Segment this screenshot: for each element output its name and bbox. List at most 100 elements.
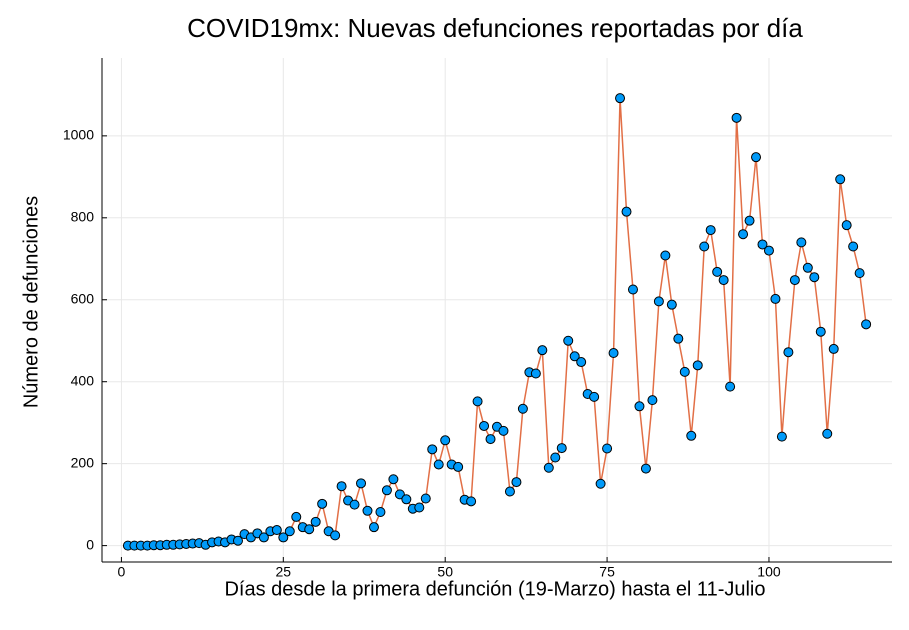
data-point [466, 496, 477, 507]
data-point [744, 215, 755, 226]
data-point [330, 530, 341, 541]
data-point [310, 516, 321, 527]
data-point [317, 498, 328, 509]
data-point [809, 272, 820, 283]
data-point [776, 431, 787, 442]
data-point [751, 152, 762, 163]
data-point [569, 351, 580, 362]
data-point [802, 262, 813, 273]
data-point [349, 499, 360, 510]
data-point [699, 241, 710, 252]
data-point [381, 485, 392, 496]
data-point [757, 239, 768, 250]
data-point [479, 420, 490, 431]
data-point [427, 444, 438, 455]
data-point [271, 525, 282, 536]
data-point [401, 494, 412, 505]
y-tick-label: 600 [71, 290, 95, 306]
data-point [679, 366, 690, 377]
data-point [543, 462, 554, 473]
data-point [595, 478, 606, 489]
data-point [725, 381, 736, 392]
data-point [258, 532, 269, 543]
series-line [127, 98, 867, 547]
data-point [485, 434, 496, 445]
data-point [420, 493, 431, 504]
data-point [738, 229, 749, 240]
data-point [660, 250, 671, 261]
data-point [712, 266, 723, 277]
data-point [232, 535, 243, 546]
data-point [304, 524, 315, 535]
data-point [796, 237, 807, 248]
data-point [362, 505, 373, 516]
data-point [388, 474, 399, 485]
data-point [848, 241, 859, 252]
data-point [472, 396, 483, 407]
data-point [640, 463, 651, 474]
y-tick-label: 400 [71, 372, 95, 388]
data-point [770, 293, 781, 304]
y-tick-label: 800 [71, 209, 95, 225]
data-point [861, 319, 872, 330]
data-point [414, 502, 425, 513]
x-tick-label: 0 [118, 564, 126, 580]
data-point [602, 443, 613, 454]
x-axis-label: Días desde la primera defunción (19-Marz… [224, 578, 765, 600]
data-point [278, 532, 289, 543]
data-point [530, 368, 541, 379]
y-axis-label: Número de defunciones [20, 196, 42, 408]
data-point [673, 333, 684, 344]
data-point [615, 93, 626, 104]
data-point [835, 174, 846, 185]
data-point [666, 299, 677, 310]
data-point [731, 112, 742, 123]
data-point [854, 268, 865, 279]
data-point [828, 343, 839, 354]
data-point [336, 481, 347, 492]
data-point [686, 430, 697, 441]
y-tick-label: 1000 [63, 127, 94, 143]
data-point [627, 284, 638, 295]
x-tick-label: 100 [757, 564, 781, 580]
data-point [705, 225, 716, 236]
y-tick-label: 200 [71, 454, 95, 470]
data-point [550, 452, 561, 463]
y-tick-label: 0 [86, 536, 94, 552]
data-point [841, 220, 852, 231]
data-point [815, 326, 826, 337]
data-point [504, 486, 515, 497]
data-point [589, 391, 600, 402]
data-point [576, 357, 587, 368]
x-tick-label: 25 [276, 564, 292, 580]
data-point [453, 461, 464, 472]
data-point [517, 403, 528, 414]
data-point [511, 477, 522, 488]
data-point [692, 360, 703, 371]
data-point [291, 511, 302, 522]
data-point [634, 401, 645, 412]
data-point [440, 435, 451, 446]
data-point [608, 348, 619, 359]
data-point [789, 275, 800, 286]
data-point [621, 206, 632, 217]
x-tick-label: 75 [599, 564, 615, 580]
data-point [653, 296, 664, 307]
data-point [498, 425, 509, 436]
data-point [556, 443, 567, 454]
data-point [718, 275, 729, 286]
x-tick-label: 50 [437, 564, 453, 580]
data-point [284, 526, 295, 537]
data-point [822, 428, 833, 439]
chart-title: COVID19mx: Nuevas defunciones reportadas… [187, 13, 803, 43]
data-point [433, 459, 444, 470]
data-point [356, 478, 367, 489]
data-point [368, 522, 379, 533]
data-point [563, 335, 574, 346]
data-point [783, 347, 794, 358]
data-point [375, 507, 386, 518]
data-point [647, 395, 658, 406]
data-point [537, 345, 548, 356]
data-point [763, 245, 774, 256]
